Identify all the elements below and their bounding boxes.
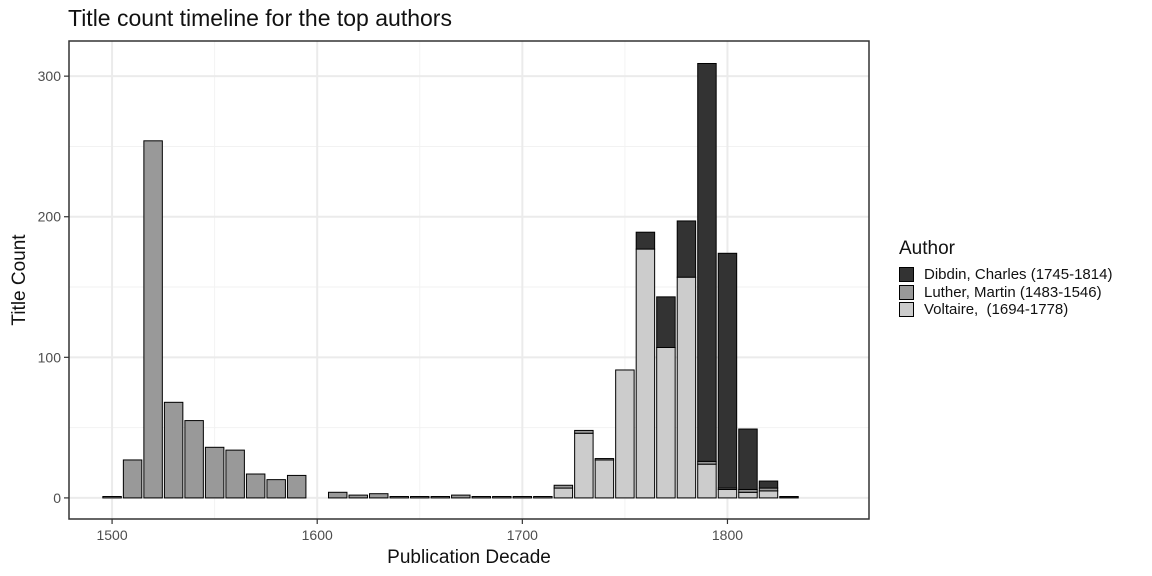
legend-item-dibdin: Dibdin, Charles (1745-1814)	[899, 266, 1112, 284]
x-tick-label: 1500	[96, 527, 127, 543]
bar-segment	[676, 220, 697, 278]
legend: Author Dibdin, Charles (1745-1814) Luthe…	[899, 238, 1112, 319]
bar-segment	[574, 432, 594, 499]
legend-swatch-luther	[899, 284, 914, 300]
bar-segment	[615, 369, 635, 499]
bar-segment	[184, 420, 204, 499]
bar-segment	[656, 346, 676, 499]
legend-label-luther: Luther, Martin (1483-1546)	[924, 283, 1102, 301]
legend-label-voltaire: Voltaire, (1694-1778)	[924, 301, 1069, 319]
bar-segment	[430, 496, 451, 499]
legend-swatch-dibdin	[899, 267, 914, 283]
bar-segment	[245, 473, 266, 499]
panel-border	[68, 40, 870, 520]
x-axis-label: Publication Decade	[387, 547, 551, 568]
legend-swatch-voltaire	[899, 302, 914, 318]
bar-segment	[717, 488, 738, 499]
y-axis-label: Title Count	[9, 234, 30, 326]
bar-segment	[266, 479, 286, 499]
bar-segment	[758, 480, 779, 489]
bars-layer	[102, 62, 799, 499]
y-tick-label: 300	[38, 68, 62, 84]
chart-title: Title count timeline for the top authors	[68, 5, 452, 31]
axis-layer: 1500 1600 1700 1800 0 100 200 300	[38, 68, 744, 543]
bar-segment	[553, 487, 574, 499]
bar-segment	[635, 231, 656, 250]
bar-segment	[163, 401, 184, 499]
bar-segment	[635, 248, 656, 499]
bar-segment	[697, 463, 717, 499]
bar-segment	[286, 474, 307, 499]
bar-segment	[697, 62, 717, 462]
bar-segment	[594, 459, 615, 499]
bar-segment	[553, 484, 574, 489]
y-tick-label: 0	[53, 490, 61, 506]
bar-segment	[327, 491, 348, 499]
x-tick-label: 1800	[712, 527, 743, 543]
bar-segment	[410, 496, 430, 499]
bar-segment	[574, 429, 594, 434]
bar-segment	[492, 496, 512, 499]
bar-segment	[676, 276, 697, 499]
bar-segment	[594, 458, 615, 461]
legend-title: Author	[899, 238, 955, 259]
bar-segment	[512, 496, 533, 499]
bar-segment	[143, 140, 163, 499]
legend-item-luther: Luther, Martin (1483-1546)	[899, 284, 1112, 302]
y-tick-label: 200	[38, 209, 62, 225]
bar-segment	[122, 459, 143, 499]
bar-segment	[204, 446, 225, 499]
bar-segment	[656, 296, 676, 348]
bar-segment	[738, 491, 758, 499]
bar-segment	[389, 496, 409, 499]
bar-segment	[471, 496, 492, 499]
plot-area: 1500 1600 1700 1800 0 100 200 300 Publication D…	[9, 40, 870, 568]
bar-segment	[348, 494, 368, 499]
bar-segment	[779, 496, 799, 499]
bar-segment	[451, 494, 471, 499]
bar-segment	[758, 490, 779, 499]
y-tick-label: 100	[38, 349, 62, 365]
bar-segment	[717, 252, 738, 489]
legend-item-voltaire: Voltaire, (1694-1778)	[899, 301, 1112, 319]
bar-segment	[225, 449, 245, 499]
bar-segment	[369, 493, 389, 499]
bar-segment	[533, 496, 553, 499]
bar-segment	[102, 496, 122, 499]
bar-segment	[738, 428, 758, 490]
x-tick-label: 1700	[507, 527, 538, 543]
legend-label-dibdin: Dibdin, Charles (1745-1814)	[924, 266, 1113, 284]
x-tick-label: 1600	[302, 527, 333, 543]
